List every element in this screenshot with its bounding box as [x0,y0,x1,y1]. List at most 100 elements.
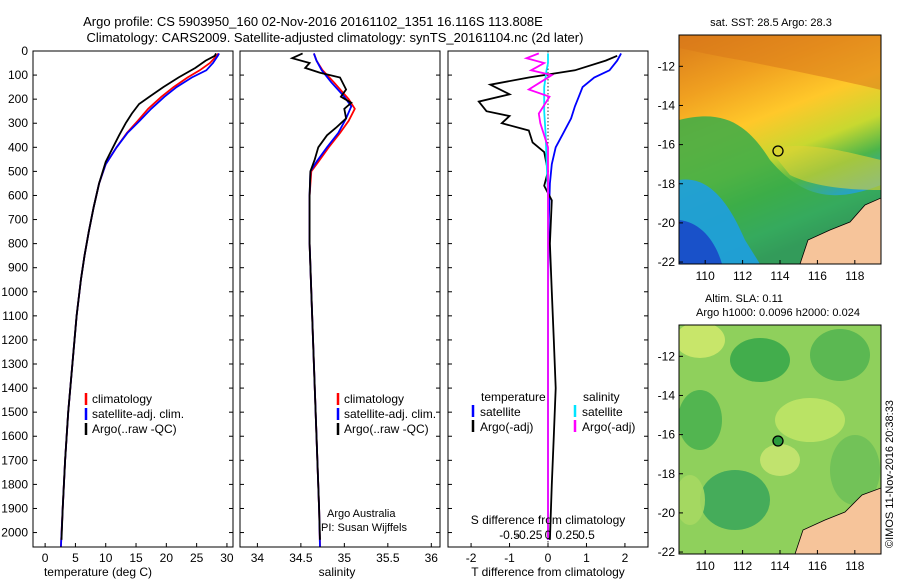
map-lat-tick-label: -14 [658,388,676,402]
map-lon-tick-label: 110 [696,559,715,573]
s-diff-tick-label: -0.25 [515,528,543,542]
s-diff-tick-label: 0.5 [578,528,595,542]
series-line-0 [547,52,622,540]
depth-tick-label: 200 [8,92,28,106]
x-tick-label: 5 [72,551,79,565]
depth-tick-label: 700 [8,213,28,227]
depth-tick-label: 1500 [1,405,28,419]
legend-label-t-satellite: satellite [480,405,521,419]
s-diff-tick-label: -0.5 [499,528,520,542]
depth-tick-label: 0 [21,44,28,58]
temperature-panel: 0100200300400500600700800900100011001200… [1,44,234,565]
sla-patches [679,325,881,554]
map-lat-tick-label: -22 [658,545,676,559]
map-lon-tick-label: 112 [733,269,752,283]
x-tick-label: 20 [160,551,174,565]
x-tick-label: 0 [42,551,49,565]
salinity-legend: climatology satellite-adj. clim. Argo(..… [321,392,436,534]
difference-legend: temperature salinity satellite Argo(-adj… [471,390,635,434]
map-axes: 110 112 114 116 118 -12 -14 -16 -18 -20 -22 110 112 1… [658,59,865,573]
map-lat-tick-label: -12 [658,59,676,73]
legend-label-satellite: satellite-adj. clim. [344,407,436,421]
salinity-axis-label: salinity [319,565,356,579]
legend-label-argo: Argo(..raw -QC) [92,422,177,436]
depth-tick-label: 800 [8,237,28,251]
x-tick-label: 35 [338,551,352,565]
sla-map [678,324,882,555]
map-lat-tick-label: -14 [658,98,676,112]
depth-tick-label: 1200 [1,333,28,347]
legend-label-argo: Argo(..raw -QC) [344,422,429,436]
legend-label-satellite: satellite-adj. clim. [92,407,184,421]
legend-label-s-argo: Argo(-adj) [582,420,635,434]
depth-tick-label: 1400 [1,381,28,395]
figure-title-line2: Climatology: CARS2009. Satellite-adjuste… [87,30,584,45]
map-lat-tick-label: -16 [658,428,676,442]
series-line-2 [289,52,353,540]
sst-map-title: sat. SST: 28.5 Argo: 28.3 [710,17,832,29]
depth-tick-label: 1800 [1,477,28,491]
argo-credit-line1: Argo Australia [327,508,396,520]
panel-frame [239,50,441,548]
series-line-0 [60,52,220,548]
x-tick-label: 30 [220,551,234,565]
depth-tick-label: 1100 [2,309,28,323]
x-tick-label: 34 [251,551,265,565]
depth-tick-label: 600 [8,188,28,202]
s-diff-tick-label: 0.25 [556,528,580,542]
imos-credit: ©IMOS 11-Nov-2016 20:38:33 [884,400,896,548]
sla-land [794,487,881,554]
sst-float-marker [772,145,784,157]
x-tick-label: 0 [545,551,552,565]
sla-map-title-line2: Argo h1000: 0.0096 h2000: 0.024 [696,307,860,319]
series-line-1 [308,53,353,548]
series-line-3 [523,52,555,540]
sst-land [799,197,881,264]
map-lon-tick-label: 114 [770,559,789,573]
x-tick-label: 36 [425,551,439,565]
legend-label-t-argo: Argo(-adj) [480,420,533,434]
x-tick-label: 1 [583,551,590,565]
x-tick-label: 10 [99,551,113,565]
depth-tick-label: 100 [8,68,28,82]
map-lon-tick-label: 114 [770,269,789,283]
depth-tick-label: 1300 [1,357,28,371]
difference-panel: -2 -1 0 1 2 -0.5-0.25 0 0.25 0.5 [447,50,649,565]
legend-header-salinity: salinity [583,390,620,404]
map-lon-tick-label: 110 [696,269,715,283]
s-diff-tick-label: 0 [545,528,552,542]
depth-tick-label: 1600 [1,429,28,443]
s-difference-axis-label: S difference from climatology [471,513,626,527]
x-tick-label: -2 [466,551,477,565]
sla-float-marker [772,435,784,447]
legend-header-temperature: temperature [481,390,546,404]
map-lon-tick-label: 116 [808,559,827,573]
depth-tick-label: 900 [8,261,28,275]
figure-title-line1: Argo profile: CS 5903950_160 02-Nov-2016… [83,14,543,29]
sst-patches [679,35,881,264]
salinity-panel: 34 34.5 35 35.5 36 [239,50,441,565]
map-lat-tick-label: -20 [658,216,676,230]
depth-tick-label: 400 [8,140,28,154]
sla-map-title-line1: Altim. SLA: 0.11 [705,293,783,305]
legend-label-climatology: climatology [92,392,152,406]
depth-tick-label: 2000 [1,526,28,540]
temperature-legend: climatology satellite-adj. clim. Argo(..… [84,392,184,436]
depth-tick-label: 1900 [1,501,28,515]
x-tick-label: 25 [190,551,204,565]
temperature-axis-label: temperature (deg C) [44,565,152,579]
series-line-0 [308,53,356,548]
map-lat-tick-label: -18 [658,177,676,191]
legend-label-climatology: climatology [344,392,404,406]
depth-tick-label: 1700 [1,453,28,467]
series-line-1 [60,52,220,548]
sst-map [678,34,882,265]
map-lon-tick-label: 118 [845,269,864,283]
map-lat-tick-label: -16 [658,138,676,152]
series-line-1 [477,54,618,540]
x-tick-label: 15 [129,551,143,565]
map-lon-tick-label: 116 [808,269,827,283]
map-lon-tick-label: 118 [845,559,864,573]
depth-tick-label: 300 [8,116,28,130]
